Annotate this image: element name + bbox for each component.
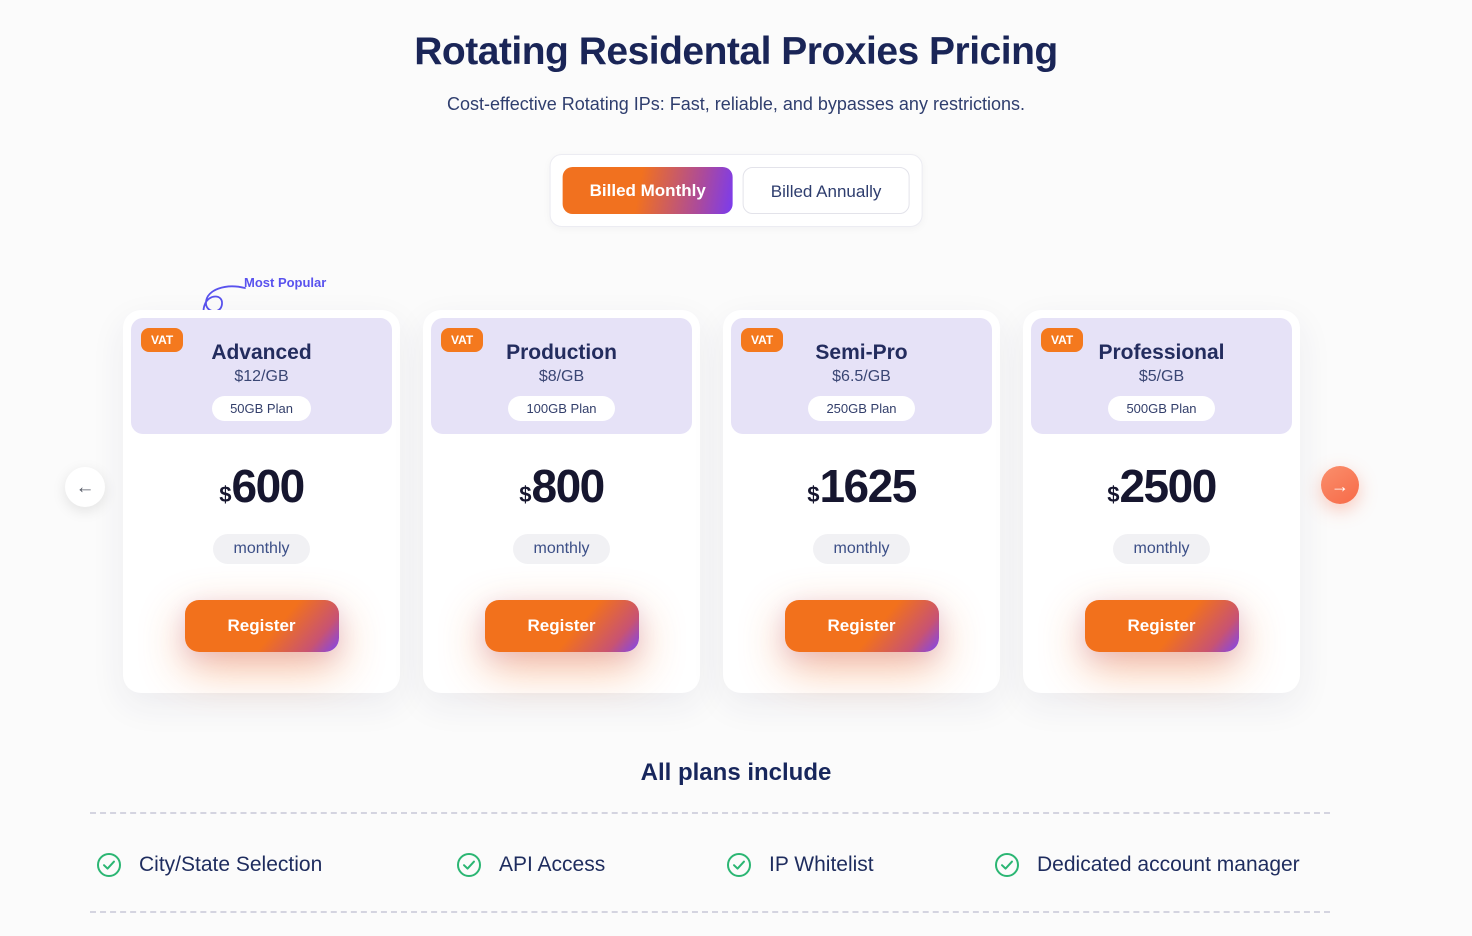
- plan-data-amount: 250GB Plan: [808, 396, 915, 421]
- plan-name: Professional: [1098, 341, 1225, 364]
- plan-data-amount: 50GB Plan: [212, 396, 311, 421]
- feature-ip-whitelist: IP Whitelist: [726, 852, 874, 878]
- check-icon: [995, 853, 1019, 877]
- hero-section: Rotating Residental Proxies Pricing Cost…: [0, 30, 1472, 115]
- register-button[interactable]: Register: [184, 600, 339, 652]
- billing-period-pill: monthly: [1113, 534, 1210, 564]
- price-currency: $: [807, 482, 820, 507]
- feature-label: Dedicated account manager: [1037, 853, 1300, 876]
- pricing-cards: VAT Advanced $12/GB 50GB Plan $600 month…: [123, 310, 1300, 693]
- check-icon: [727, 853, 751, 877]
- billed-monthly-button[interactable]: Billed Monthly: [562, 167, 733, 214]
- card-header: VAT Production $8/GB 100GB Plan: [431, 318, 692, 434]
- plan-name: Semi-Pro: [815, 341, 908, 364]
- vat-badge: VAT: [141, 328, 184, 352]
- plan-data-amount: 500GB Plan: [1108, 396, 1215, 421]
- vat-badge: VAT: [741, 328, 784, 352]
- plan-name: Advanced: [211, 341, 312, 364]
- vat-badge: VAT: [1041, 328, 1084, 352]
- card-header: VAT Advanced $12/GB 50GB Plan: [131, 318, 392, 434]
- feature-dedicated-account-manager: Dedicated account manager: [994, 852, 1300, 878]
- price-amount: 2500: [1119, 460, 1217, 512]
- plan-rate: $6.5/GB: [832, 368, 891, 385]
- pricing-card-production: VAT Production $8/GB 100GB Plan $800 mon…: [423, 310, 700, 693]
- left-arrow-icon: ←: [75, 477, 95, 498]
- check-icon: [457, 853, 481, 877]
- register-button[interactable]: Register: [1084, 600, 1239, 652]
- feature-api-access: API Access: [456, 852, 605, 878]
- dashed-divider-top: [90, 812, 1330, 814]
- include-section-title: All plans include: [640, 759, 832, 786]
- carousel-next-button[interactable]: →: [1321, 466, 1359, 504]
- feature-label: IP Whitelist: [769, 853, 874, 876]
- register-button[interactable]: Register: [484, 600, 639, 652]
- feature-label: API Access: [499, 853, 606, 876]
- plan-rate: $5/GB: [1138, 368, 1185, 385]
- plan-price: $800: [423, 459, 700, 513]
- pricing-card-semi-pro: VAT Semi-Pro $6.5/GB 250GB Plan $1625 mo…: [723, 310, 1000, 693]
- page-subtitle: Cost-effective Rotating IPs: Fast, relia…: [447, 94, 1025, 114]
- right-arrow-icon: →: [1331, 476, 1349, 496]
- plan-name: Production: [506, 341, 617, 364]
- register-button[interactable]: Register: [784, 600, 939, 652]
- plan-rate: $8/GB: [538, 368, 585, 385]
- plan-price: $2500: [1023, 459, 1300, 513]
- billing-toggle: Billed Monthly Billed Annually: [549, 154, 923, 227]
- plan-price: $1625: [723, 459, 1000, 513]
- billing-period-pill: monthly: [213, 534, 310, 564]
- billing-period-pill: monthly: [813, 534, 910, 564]
- price-amount: 800: [531, 460, 606, 512]
- billing-period-pill: monthly: [513, 534, 610, 564]
- card-header: VAT Professional $5/GB 500GB Plan: [1031, 318, 1292, 434]
- page-title: Rotating Residental Proxies Pricing: [414, 30, 1058, 73]
- pricing-card-advanced: VAT Advanced $12/GB 50GB Plan $600 month…: [123, 310, 400, 693]
- card-header: VAT Semi-Pro $6.5/GB 250GB Plan: [731, 318, 992, 434]
- plan-price: $600: [123, 459, 400, 513]
- vat-badge: VAT: [441, 328, 484, 352]
- pricing-card-professional: VAT Professional $5/GB 500GB Plan $2500 …: [1023, 310, 1300, 693]
- dashed-divider-bottom: [90, 911, 1330, 913]
- feature-city-state-selection: City/State Selection: [96, 852, 322, 878]
- feature-label: City/State Selection: [139, 853, 323, 876]
- plan-rate: $12/GB: [234, 368, 289, 385]
- plan-data-amount: 100GB Plan: [508, 396, 615, 421]
- price-currency: $: [219, 482, 232, 507]
- billed-annually-button[interactable]: Billed Annually: [742, 167, 910, 214]
- price-currency: $: [519, 482, 532, 507]
- price-amount: 600: [231, 460, 306, 512]
- check-icon: [97, 853, 121, 877]
- price-currency: $: [1107, 482, 1120, 507]
- most-popular-label: Most Popular: [244, 275, 327, 290]
- carousel-prev-button[interactable]: ←: [65, 467, 105, 507]
- price-amount: 1625: [819, 460, 917, 512]
